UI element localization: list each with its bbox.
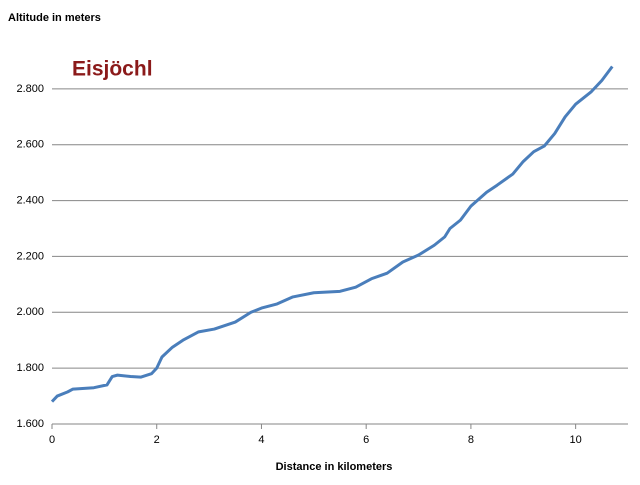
y-tick-label: 1.600 <box>16 418 44 430</box>
x-axis-label: Distance in kilometers <box>276 461 393 473</box>
chart-title: Eisjöchl <box>72 58 153 81</box>
y-tick-label: 2.600 <box>16 139 44 151</box>
y-tick-label: 2.200 <box>16 250 44 262</box>
x-tick-label: 6 <box>363 434 369 446</box>
y-axis-label: Altitude in meters <box>8 12 101 24</box>
data-line <box>50 65 614 403</box>
y-tick-label: 2.400 <box>16 194 44 206</box>
x-tick-label: 4 <box>258 434 264 446</box>
x-tick-label: 8 <box>468 434 474 446</box>
x-tick-label: 0 <box>49 434 55 446</box>
y-tick-label: 2.800 <box>16 83 44 95</box>
x-tick-label: 10 <box>570 434 582 446</box>
y-tick-label: 1.800 <box>16 362 44 374</box>
x-tick-label: 2 <box>154 434 160 446</box>
y-tick-label: 2.000 <box>16 306 44 318</box>
